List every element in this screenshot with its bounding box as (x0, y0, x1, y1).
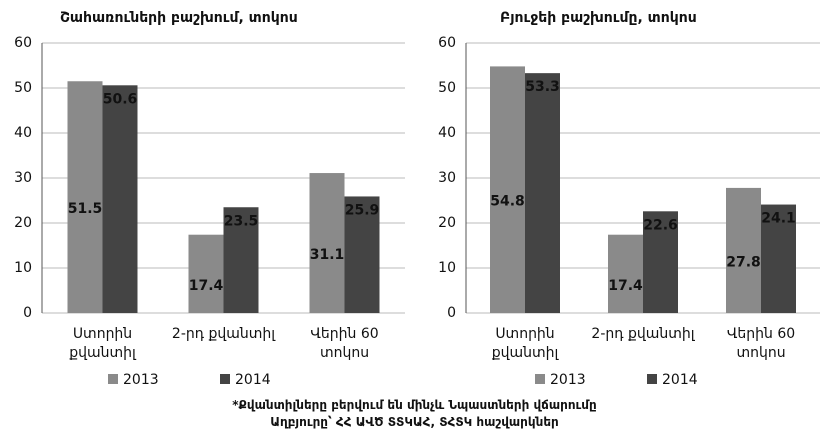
legend-label: 2014 (235, 372, 271, 388)
legend-label: 2014 (662, 372, 698, 388)
legend-swatch (535, 374, 545, 384)
x-tick-label: Վերին 60 տոկոս (726, 326, 796, 361)
y-tick-label: 50 (438, 80, 456, 96)
y-tick-label: 10 (438, 260, 456, 276)
bar (761, 204, 796, 313)
footnote: *Քվանտիլները բերվում են մինչև Նպաստների … (232, 398, 597, 412)
x-tick-label: Ստորին քվանտիլ (69, 326, 136, 361)
bar (188, 234, 224, 313)
bar (102, 85, 138, 313)
data-label: 51.5 (68, 201, 103, 217)
data-label: 22.6 (643, 217, 678, 233)
data-label: 24.1 (761, 211, 796, 227)
bar (67, 81, 103, 313)
data-label: 31.1 (310, 247, 345, 263)
chart-title: Բյուջեի բաշխումը, տոկոս (500, 10, 697, 26)
data-label: 27.8 (726, 254, 761, 270)
bar (344, 196, 380, 313)
bar (726, 187, 761, 313)
y-tick-label: 0 (23, 305, 32, 321)
data-label: 25.9 (345, 202, 380, 218)
y-tick-label: 20 (14, 215, 32, 231)
bar (525, 73, 560, 314)
y-tick-label: 50 (14, 80, 32, 96)
bar (223, 207, 259, 313)
data-label: 53.3 (525, 79, 560, 95)
legend-swatch (220, 374, 230, 384)
data-label: 54.8 (490, 194, 525, 210)
data-label: 23.5 (224, 213, 259, 229)
x-tick-label: Ստորին քվանտիլ (491, 326, 559, 361)
y-tick-label: 40 (438, 125, 456, 141)
data-label: 17.4 (189, 278, 224, 294)
bar (643, 211, 678, 313)
bar (608, 234, 643, 313)
y-tick-label: 0 (447, 305, 456, 321)
x-tick-label: 2-րդ քվանտիլ (171, 326, 276, 342)
y-tick-label: 60 (14, 35, 32, 51)
y-tick-label: 30 (14, 170, 32, 186)
y-tick-label: 10 (14, 260, 32, 276)
source-note: Աղբյուրը՝ ՀՀ ԱՎԾ ՏՏԿԱՀ, ՏՀՏԿ հաշվարկներ (270, 415, 559, 429)
bar (309, 173, 345, 313)
chart-title: Շահառուների բաշխում, տոկոս (60, 10, 298, 26)
x-tick-label: Վերին 60 տոկոս (310, 326, 379, 361)
y-tick-label: 30 (438, 170, 456, 186)
data-label: 17.4 (608, 278, 643, 294)
legend-swatch (108, 374, 118, 384)
y-tick-label: 20 (438, 215, 456, 231)
x-tick-label: 2-րդ քվանտիլ (591, 326, 695, 342)
y-tick-label: 60 (438, 35, 456, 51)
y-tick-label: 40 (14, 125, 32, 141)
bar (490, 66, 525, 314)
legend-label: 2013 (550, 372, 586, 388)
legend-label: 2013 (123, 372, 159, 388)
legend-swatch (647, 374, 657, 384)
data-label: 50.6 (103, 91, 138, 107)
